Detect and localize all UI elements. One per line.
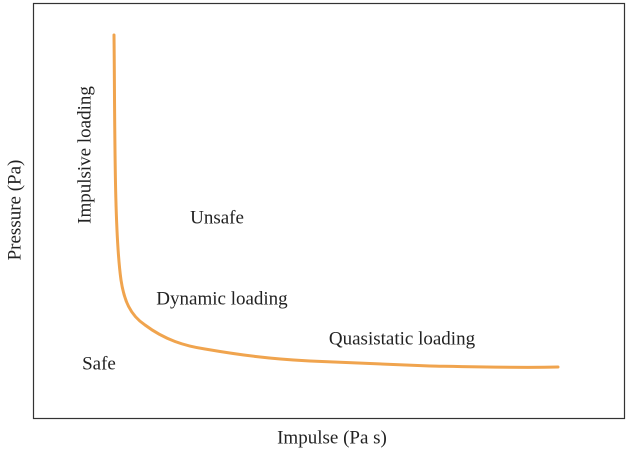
plot-frame: [32, 2, 626, 420]
region-label: Quasistatic loading: [329, 328, 476, 349]
pi-curve: [112, 33, 560, 369]
region-label: Unsafe: [190, 207, 244, 228]
x-axis-label: Impulse (Pa s): [277, 427, 387, 448]
region-label: Impulsive loading: [74, 86, 95, 224]
region-label: Dynamic loading: [156, 288, 288, 309]
y-axis-label: Pressure (Pa): [4, 160, 25, 261]
region-label: Safe: [82, 353, 116, 374]
